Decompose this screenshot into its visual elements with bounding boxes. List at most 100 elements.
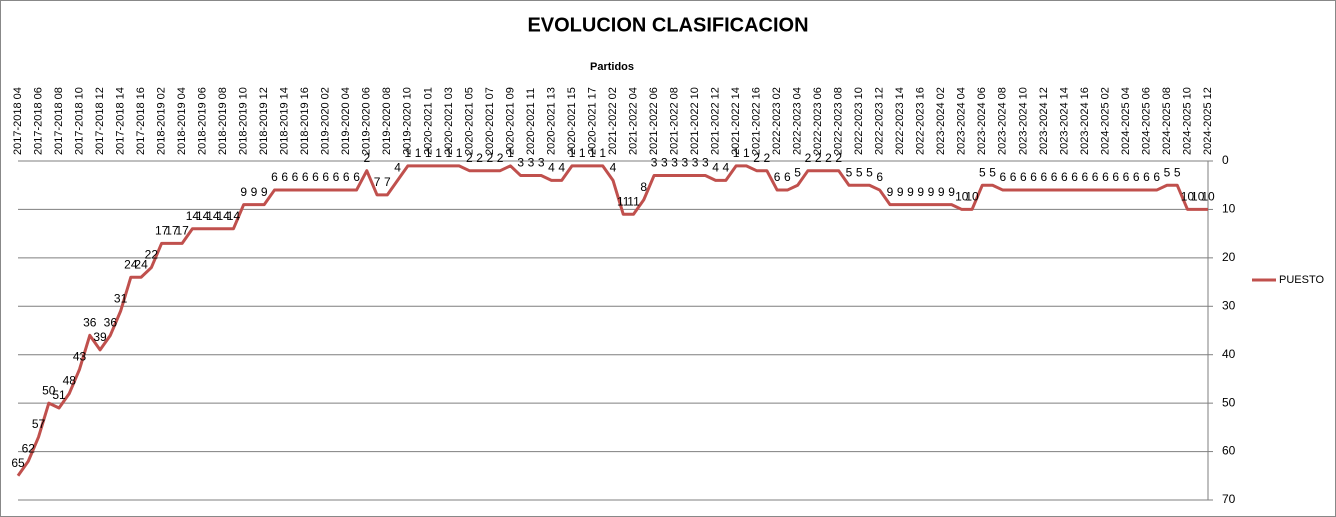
- data-label: 3: [692, 156, 699, 170]
- data-label: 6: [999, 170, 1006, 184]
- x-tick-label: 2019-2020 10: [402, 87, 414, 155]
- x-tick-label: 2017-2018 06: [32, 87, 44, 155]
- x-tick-label: 2020-2021 13: [545, 87, 557, 155]
- data-label: 7: [374, 175, 381, 189]
- x-tick-label: 2022-2023 02: [771, 87, 783, 155]
- data-label: 9: [251, 185, 258, 199]
- data-label: 5: [866, 165, 873, 179]
- data-label: 10: [965, 190, 979, 204]
- data-label: 9: [907, 185, 914, 199]
- data-label: 5: [1164, 165, 1171, 179]
- data-label: 36: [104, 316, 118, 330]
- data-label: 3: [681, 156, 688, 170]
- x-tick-label: 2023-2024 12: [1038, 87, 1050, 155]
- data-label: 6: [876, 170, 883, 184]
- x-tick-label: 2017-2018 12: [94, 87, 106, 155]
- x-tick-label: 2024-2025 06: [1140, 87, 1152, 155]
- data-label: 14: [186, 209, 200, 223]
- x-tick-label: 2018-2019 12: [258, 87, 270, 155]
- data-label: 4: [548, 161, 555, 175]
- data-label: 48: [63, 374, 77, 388]
- x-tick-label: 2022-2023 10: [853, 87, 865, 155]
- y-tick-label: 10: [1222, 202, 1236, 216]
- x-tick-label: 2021-2022 08: [668, 87, 680, 155]
- data-label: 6: [292, 170, 299, 184]
- series-line: [16, 164, 1208, 477]
- data-label: 9: [948, 185, 955, 199]
- data-label: 3: [517, 156, 524, 170]
- data-label: 6: [1061, 170, 1068, 184]
- x-tick-label: 2018-2019 14: [279, 87, 291, 155]
- data-label: 65: [11, 456, 25, 470]
- data-label: 2: [363, 151, 370, 165]
- data-label: 1: [446, 146, 453, 160]
- y-tick-label: 60: [1222, 444, 1236, 458]
- x-tick-label: 2020-2021 05: [463, 87, 475, 155]
- data-label: 6: [1092, 170, 1099, 184]
- x-tick-label: 2024-2025 10: [1181, 87, 1193, 155]
- data-label: 62: [22, 441, 36, 455]
- data-label: 6: [1133, 170, 1140, 184]
- data-label: 2: [753, 151, 760, 165]
- x-tick-label: 2022-2023 14: [894, 87, 906, 155]
- x-tick-label: 2018-2019 02: [156, 87, 168, 155]
- x-tick-label: 2024-2025 02: [1099, 87, 1111, 155]
- data-label: 1: [415, 146, 422, 160]
- x-tick-label: 2019-2020 06: [361, 87, 373, 155]
- data-label: 4: [610, 161, 617, 175]
- data-label: 6: [1071, 170, 1078, 184]
- y-tick-label: 40: [1222, 347, 1236, 361]
- data-label: 9: [240, 185, 247, 199]
- x-tick-label: 2020-2021 11: [525, 88, 537, 155]
- x-tick-label: 2020-2021 17: [586, 87, 598, 155]
- data-label: 2: [476, 151, 483, 165]
- x-tick-label: 2022-2023 08: [833, 87, 845, 155]
- x-tick-label: 2020-2021 03: [443, 87, 455, 155]
- data-label: 4: [558, 161, 565, 175]
- data-label: 2: [825, 151, 832, 165]
- data-label: 2: [835, 151, 842, 165]
- x-tick-label: 2021-2022 14: [730, 87, 742, 155]
- x-tick-label: 2017-2018 14: [114, 87, 126, 155]
- data-label: 50: [42, 383, 56, 397]
- data-label: 10: [1191, 190, 1205, 204]
- data-label: 2: [497, 151, 504, 165]
- x-tick-label: 2018-2019 04: [176, 87, 188, 155]
- x-tick-label: 2020-2021 09: [504, 87, 516, 155]
- data-label: 6: [774, 170, 781, 184]
- x-tick-label: 2022-2023 16: [915, 87, 927, 155]
- x-tick-label: 2023-2024 04: [956, 87, 968, 155]
- x-tick-label: 2023-2024 10: [1017, 87, 1029, 155]
- data-label: 10: [1181, 190, 1195, 204]
- x-tick-label: 2019-2020 02: [320, 87, 332, 155]
- data-label: 1: [733, 146, 740, 160]
- data-label: 17: [165, 224, 179, 238]
- x-tick-label: 2018-2019 08: [217, 87, 229, 155]
- data-label: 10: [1201, 190, 1215, 204]
- data-label: 6: [1030, 170, 1037, 184]
- y-tick-label: 50: [1222, 395, 1236, 409]
- x-tick-label: 2021-2022 02: [607, 87, 619, 155]
- data-label: 3: [671, 156, 678, 170]
- x-tick-label: 2022-2023 12: [874, 87, 886, 155]
- data-label: 10: [955, 190, 969, 204]
- data-label: 6: [1041, 170, 1048, 184]
- data-label: 3: [702, 156, 709, 170]
- data-label: 9: [261, 185, 268, 199]
- data-label: 6: [281, 170, 288, 184]
- data-label: 9: [938, 185, 945, 199]
- x-tick-label: 2024-2025 04: [1120, 87, 1132, 155]
- data-label: 4: [394, 161, 401, 175]
- data-label: 17: [155, 224, 169, 238]
- data-label: 1: [507, 146, 514, 160]
- data-label: 5: [989, 165, 996, 179]
- data-label: 3: [651, 156, 658, 170]
- data-label: 14: [196, 209, 210, 223]
- data-label: 6: [302, 170, 309, 184]
- y-tick-label: 30: [1222, 298, 1236, 312]
- data-label: 3: [538, 156, 545, 170]
- data-label: 22: [145, 248, 159, 262]
- x-tick-label: 2023-2024 16: [1079, 87, 1091, 155]
